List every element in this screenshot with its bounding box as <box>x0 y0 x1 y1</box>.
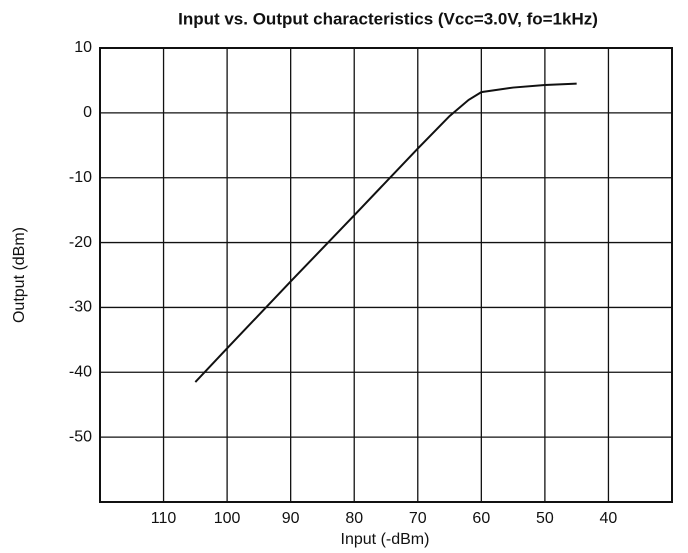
plot-frame <box>99 47 673 503</box>
x-tick-label: 70 <box>409 510 427 527</box>
y-tick-label: 0 <box>83 104 92 121</box>
y-tick-label: 10 <box>74 39 92 56</box>
x-tick-label: 60 <box>472 510 490 527</box>
y-tick-label: -30 <box>69 299 92 316</box>
x-tick-label: 40 <box>600 510 618 527</box>
chart-title: Input vs. Output characteristics (Vcc=3.… <box>178 9 598 28</box>
x-tick-label: 80 <box>345 510 363 527</box>
x-tick-label: 100 <box>214 510 241 527</box>
y-axis-label: Output (dBm) <box>11 227 28 323</box>
x-tick-label: 50 <box>536 510 554 527</box>
x-axis-label: Input (-dBm) <box>341 531 430 548</box>
x-tick-label: 90 <box>282 510 300 527</box>
y-tick-label: -50 <box>69 428 92 445</box>
data-line <box>194 82 577 383</box>
y-tick-label: -40 <box>69 364 92 381</box>
y-tick-label: -10 <box>69 169 92 186</box>
y-tick-label: -20 <box>69 234 92 251</box>
x-tick-label: 110 <box>151 510 177 527</box>
